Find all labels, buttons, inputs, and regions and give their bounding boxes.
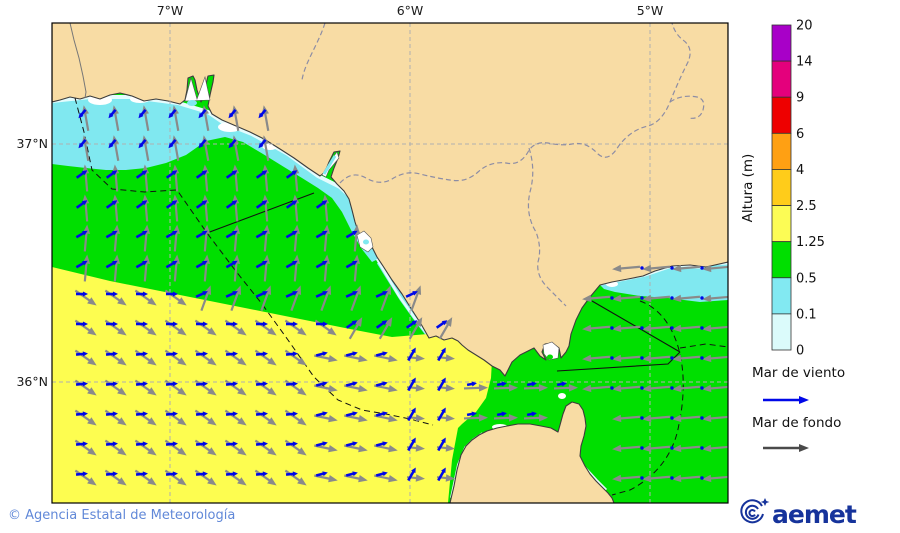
copyright-text: © Agencia Estatal de Meteorología bbox=[8, 508, 235, 523]
axis-label-36n: 36°N bbox=[16, 374, 48, 389]
sea-cyan-gulf-cadiz bbox=[52, 98, 378, 262]
coastal-water-details bbox=[184, 75, 560, 361]
colorbar-title: Altura (m) bbox=[740, 154, 756, 223]
svg-text:0.5: 0.5 bbox=[796, 271, 817, 286]
aemet-wordmark: aemet bbox=[772, 500, 857, 529]
map-frame bbox=[51, 22, 729, 504]
swell-arrows-layer bbox=[74, 105, 728, 486]
svg-text:1.25: 1.25 bbox=[796, 235, 825, 250]
legend-wind-sea-label: Mar de viento bbox=[752, 365, 845, 381]
svg-text:0: 0 bbox=[796, 344, 804, 359]
legend-swell-label: Mar de fondo bbox=[752, 415, 841, 431]
aemet-logo: aemet bbox=[740, 498, 858, 529]
wind-arrow-icon bbox=[763, 396, 809, 404]
svg-text:2.5: 2.5 bbox=[796, 199, 817, 214]
svg-text:6: 6 bbox=[796, 127, 804, 142]
aemet-logo-swirl-icon bbox=[740, 499, 764, 524]
axis-labels: 7°W 6°W 5°W 37°N 36°N bbox=[16, 3, 663, 389]
svg-text:20: 20 bbox=[796, 19, 813, 34]
svg-text:0.1: 0.1 bbox=[796, 307, 817, 322]
legend: Mar de viento Mar de fondo bbox=[752, 365, 845, 452]
province-borders bbox=[69, 23, 705, 307]
axis-label-37n: 37°N bbox=[16, 136, 48, 151]
colorbar: 20 14 9 6 4 2.5 1.25 0.5 0.1 0 bbox=[771, 19, 825, 359]
land-morocco bbox=[449, 401, 615, 503]
axis-label-7w: 7°W bbox=[157, 3, 184, 18]
aemet-logo-star-icon bbox=[760, 498, 770, 506]
svg-text:9: 9 bbox=[796, 91, 804, 106]
svg-text:4: 4 bbox=[796, 163, 804, 178]
graticule bbox=[52, 23, 728, 503]
axis-label-5w: 5°W bbox=[637, 3, 664, 18]
svg-text:14: 14 bbox=[796, 55, 813, 70]
swell-arrow-icon bbox=[763, 444, 809, 452]
map-canvas bbox=[52, 23, 728, 503]
axis-label-6w: 6°W bbox=[397, 3, 424, 18]
sea-cyan-alboran bbox=[600, 263, 728, 302]
windsea-arrows-layer bbox=[75, 108, 704, 482]
